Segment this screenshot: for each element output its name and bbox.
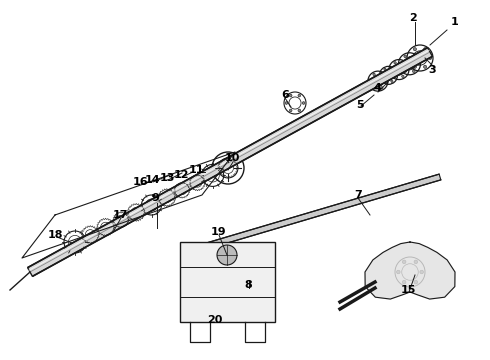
Circle shape: [391, 80, 393, 82]
Circle shape: [413, 70, 415, 72]
Text: 9: 9: [151, 193, 159, 203]
Text: 5: 5: [356, 100, 364, 110]
Circle shape: [404, 70, 407, 72]
Circle shape: [396, 270, 400, 274]
Text: 17: 17: [112, 210, 128, 220]
Circle shape: [302, 102, 305, 104]
Circle shape: [290, 109, 292, 112]
Circle shape: [402, 280, 406, 284]
Circle shape: [408, 57, 412, 59]
Circle shape: [381, 73, 383, 76]
Text: 8: 8: [244, 280, 252, 290]
Circle shape: [369, 80, 371, 82]
Circle shape: [406, 68, 408, 71]
Text: 1: 1: [451, 17, 459, 27]
Circle shape: [402, 62, 404, 64]
Text: 10: 10: [224, 153, 240, 163]
Bar: [180, 242, 275, 322]
Circle shape: [217, 245, 237, 265]
Text: 15: 15: [400, 285, 416, 295]
Circle shape: [399, 63, 402, 65]
Circle shape: [414, 48, 416, 51]
Circle shape: [381, 87, 383, 89]
Circle shape: [414, 260, 417, 264]
Circle shape: [423, 65, 427, 68]
Circle shape: [298, 109, 300, 112]
Text: 11: 11: [188, 165, 204, 175]
Text: 6: 6: [281, 90, 289, 100]
Text: 16: 16: [132, 177, 148, 187]
Circle shape: [384, 68, 386, 70]
Text: 14: 14: [144, 175, 160, 185]
Circle shape: [404, 55, 407, 58]
Circle shape: [391, 68, 393, 70]
Text: 7: 7: [354, 190, 362, 200]
Text: 19: 19: [210, 227, 226, 237]
Text: 13: 13: [159, 173, 175, 183]
Circle shape: [413, 55, 415, 58]
Circle shape: [394, 74, 396, 76]
Polygon shape: [365, 242, 455, 299]
Circle shape: [390, 68, 392, 71]
Text: 12: 12: [173, 170, 189, 180]
Text: 2: 2: [409, 13, 417, 23]
Circle shape: [402, 75, 404, 77]
Circle shape: [429, 57, 432, 59]
Polygon shape: [199, 174, 441, 251]
Circle shape: [414, 280, 417, 284]
Circle shape: [402, 260, 406, 264]
Circle shape: [394, 62, 396, 64]
Circle shape: [420, 270, 423, 274]
Circle shape: [384, 80, 386, 82]
Circle shape: [298, 94, 300, 97]
Text: 20: 20: [207, 315, 222, 325]
Circle shape: [380, 74, 383, 76]
Circle shape: [285, 102, 288, 104]
Circle shape: [385, 80, 387, 82]
Circle shape: [373, 87, 375, 89]
Circle shape: [423, 48, 427, 51]
Text: 4: 4: [373, 83, 381, 93]
Circle shape: [414, 65, 416, 68]
Text: 18: 18: [47, 230, 63, 240]
Polygon shape: [27, 48, 432, 276]
Circle shape: [373, 73, 375, 76]
Circle shape: [417, 63, 419, 65]
Circle shape: [394, 75, 396, 77]
Circle shape: [290, 94, 292, 97]
Text: 3: 3: [428, 65, 436, 75]
